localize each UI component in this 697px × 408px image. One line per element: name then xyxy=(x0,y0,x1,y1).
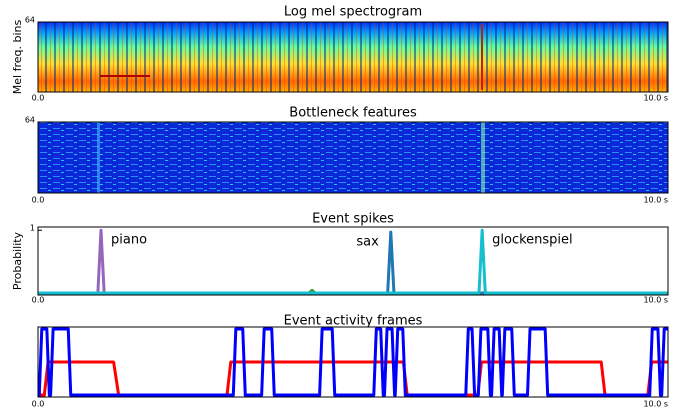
panel-title: Event spikes xyxy=(312,212,394,227)
bottleneck-feature xyxy=(481,122,485,193)
spectrogram-texture xyxy=(38,22,668,92)
x-tick-label: 10.0 s xyxy=(643,196,668,205)
event-label: glockenspiel xyxy=(492,233,573,248)
event-label: sax xyxy=(356,235,379,250)
plot-frame xyxy=(37,326,669,398)
plot-frame xyxy=(37,226,669,296)
x-tick-label: 0.0 xyxy=(32,196,45,205)
series-line xyxy=(38,228,668,295)
event-label: piano xyxy=(111,233,147,248)
y-tick-label: 64 xyxy=(25,116,35,125)
series-line xyxy=(37,327,668,397)
y-tick-label: 1 xyxy=(30,224,35,233)
panel-title: Bottleneck features xyxy=(289,106,417,121)
series-line xyxy=(38,360,668,397)
x-tick-label: 0.0 xyxy=(32,296,45,305)
plot-frame xyxy=(37,21,669,93)
y-axis-label: Probability xyxy=(11,231,24,290)
panel-title: Event activity frames xyxy=(284,314,423,329)
y-tick-label: 64 xyxy=(25,16,35,25)
panel-title: Log mel spectrogram xyxy=(284,5,422,20)
x-tick-label: 10.0 s xyxy=(643,296,668,305)
x-tick-label: 0.0 xyxy=(32,94,45,103)
bottleneck-feature xyxy=(97,122,100,193)
x-tick-label: 10.0 s xyxy=(643,400,668,408)
y-axis-label: Mel freq. bins xyxy=(11,20,24,95)
plot-frame xyxy=(37,121,669,194)
x-tick-label: 10.0 s xyxy=(643,94,668,103)
x-tick-label: 0.0 xyxy=(32,400,45,408)
heatmap-images xyxy=(38,22,668,193)
bottleneck-image xyxy=(38,122,668,193)
